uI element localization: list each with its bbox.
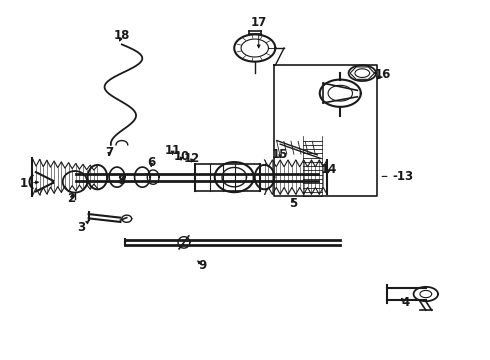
Text: 11: 11 — [165, 144, 181, 157]
Text: 12: 12 — [184, 152, 200, 165]
Text: 16: 16 — [374, 68, 391, 81]
Text: 9: 9 — [198, 259, 206, 272]
Text: 3: 3 — [77, 221, 89, 234]
Text: 1: 1 — [20, 177, 38, 190]
Text: 5: 5 — [289, 197, 297, 210]
Text: 14: 14 — [321, 163, 337, 176]
Text: 18: 18 — [114, 29, 130, 42]
Text: 8: 8 — [118, 174, 126, 187]
Text: 6: 6 — [147, 156, 155, 169]
Text: 2: 2 — [68, 192, 75, 205]
Text: 7: 7 — [105, 145, 113, 158]
Text: 4: 4 — [401, 296, 409, 309]
Text: 10: 10 — [173, 150, 190, 163]
Text: 15: 15 — [272, 148, 289, 161]
Text: 17: 17 — [250, 17, 267, 48]
Text: -13: -13 — [382, 170, 414, 183]
